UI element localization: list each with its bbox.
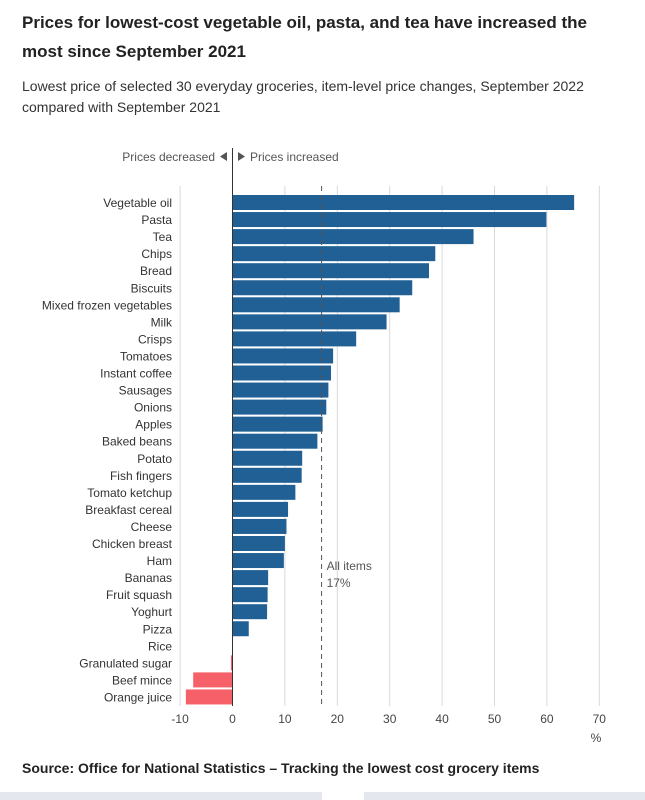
arrow-right-icon bbox=[238, 152, 245, 161]
category-label: Tomato ketchup bbox=[87, 486, 172, 500]
category-labels: Vegetable oil Pasta Tea Chips Bread Biscuits M… bbox=[42, 196, 173, 704]
prices-increased-label: Prices increased bbox=[250, 150, 339, 164]
category-label: Tomatoes bbox=[120, 349, 172, 363]
category-label: Vegetable oil bbox=[103, 196, 172, 210]
chart-subtitle: Lowest price of selected 30 everyday gro… bbox=[22, 78, 584, 115]
x-tick-label: -10 bbox=[171, 712, 189, 726]
category-label: Ham bbox=[147, 554, 172, 568]
bar bbox=[232, 348, 334, 364]
bar bbox=[232, 518, 287, 534]
category-label: Chips bbox=[141, 247, 172, 261]
x-axis-unit: % bbox=[591, 731, 602, 745]
bar bbox=[232, 280, 413, 296]
bar bbox=[232, 604, 268, 620]
chart-title: Prices for lowest-cost vegetable oil, pa… bbox=[22, 13, 587, 61]
x-tick-label: 40 bbox=[435, 712, 449, 726]
bar bbox=[232, 314, 387, 330]
prices-decreased-label: Prices decreased bbox=[122, 150, 215, 164]
bar bbox=[232, 570, 269, 586]
bar bbox=[232, 450, 303, 466]
bar bbox=[232, 331, 357, 347]
bar bbox=[232, 536, 285, 551]
category-label: Crisps bbox=[138, 332, 172, 346]
page-footer-gap bbox=[322, 792, 364, 800]
category-label: Bread bbox=[140, 264, 172, 278]
category-label: Yoghurt bbox=[131, 605, 173, 619]
bar bbox=[232, 484, 296, 500]
category-label: Orange juice bbox=[104, 690, 172, 704]
category-label: Fish fingers bbox=[110, 469, 172, 483]
source-note: Source: Office for National Statistics –… bbox=[22, 760, 540, 776]
category-label: Milk bbox=[151, 315, 173, 329]
category-label: Breakfast cereal bbox=[85, 503, 172, 517]
category-label: Rice bbox=[148, 639, 172, 653]
x-tick-label: 0 bbox=[229, 712, 236, 726]
category-label: Bananas bbox=[125, 571, 172, 585]
x-tick-label: 60 bbox=[540, 712, 554, 726]
bar-chart: Vegetable oil Pasta Tea Chips Bread Biscuits M… bbox=[42, 148, 606, 745]
bar bbox=[193, 672, 233, 688]
bar bbox=[230, 655, 233, 671]
category-label: Onions bbox=[134, 401, 172, 415]
bar bbox=[232, 621, 249, 637]
x-tick-label: 20 bbox=[331, 712, 345, 726]
bar bbox=[232, 587, 268, 603]
category-label: Potato bbox=[137, 452, 172, 466]
bar bbox=[232, 501, 289, 517]
bar bbox=[232, 416, 323, 432]
bar bbox=[232, 297, 400, 313]
category-label: Cheese bbox=[131, 520, 173, 534]
category-label: Biscuits bbox=[131, 281, 172, 295]
bar bbox=[232, 382, 329, 398]
x-tick-label: 70 bbox=[593, 712, 607, 726]
category-label: Pasta bbox=[141, 213, 172, 227]
category-label: Fruit squash bbox=[106, 588, 172, 602]
bar bbox=[185, 689, 233, 705]
bar bbox=[232, 263, 429, 279]
x-tick-label: 10 bbox=[278, 712, 292, 726]
bar bbox=[232, 433, 318, 449]
bars bbox=[185, 195, 575, 705]
bar bbox=[232, 365, 332, 381]
category-label: Apples bbox=[135, 418, 172, 432]
all-items-label: All items bbox=[327, 559, 372, 573]
all-items-value: 17% bbox=[327, 576, 351, 590]
category-label: Instant coffee bbox=[100, 367, 172, 381]
x-tick-label: 50 bbox=[488, 712, 502, 726]
category-label: Granulated sugar bbox=[79, 656, 172, 670]
bar bbox=[232, 195, 575, 210]
category-label: Chicken breast bbox=[92, 537, 173, 551]
category-label: Mixed frozen vegetables bbox=[42, 298, 172, 312]
bar bbox=[232, 399, 327, 415]
x-tick-label: 30 bbox=[383, 712, 397, 726]
bar bbox=[232, 246, 436, 262]
category-label: Beef mince bbox=[112, 673, 172, 687]
bar bbox=[232, 212, 547, 228]
bar bbox=[232, 553, 284, 569]
x-tick-labels: -10 0 10 20 30 40 50 60 70 bbox=[171, 712, 606, 726]
bar bbox=[232, 467, 302, 483]
category-label: Tea bbox=[153, 230, 173, 244]
bar bbox=[232, 229, 474, 245]
arrow-left-icon bbox=[220, 152, 227, 161]
category-label: Baked beans bbox=[102, 435, 172, 449]
category-label: Pizza bbox=[143, 622, 173, 636]
category-label: Sausages bbox=[119, 384, 172, 398]
